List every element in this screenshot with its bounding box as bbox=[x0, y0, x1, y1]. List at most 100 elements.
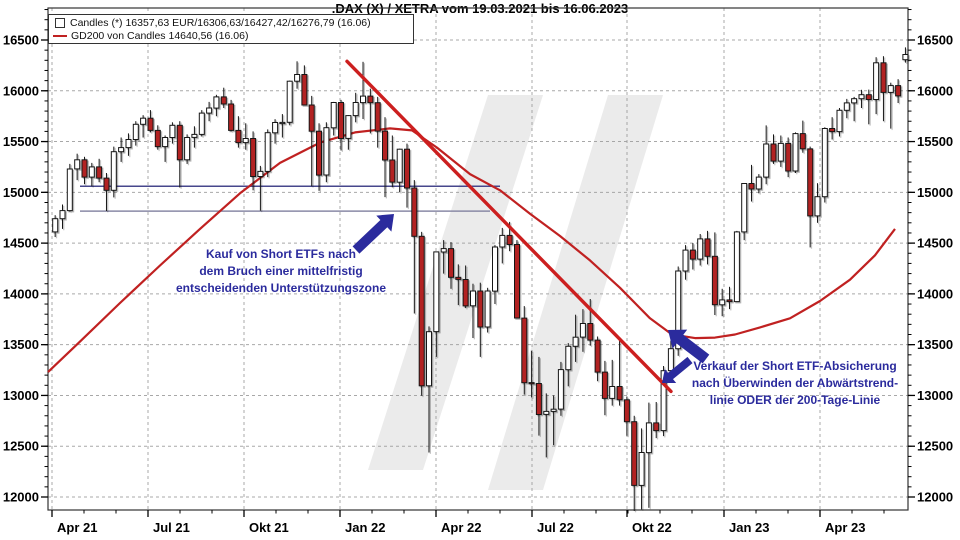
candle-down bbox=[594, 339, 601, 373]
candle-up bbox=[191, 133, 198, 138]
candle-down bbox=[220, 96, 227, 105]
candle-up bbox=[323, 127, 330, 176]
candle-down bbox=[477, 290, 484, 328]
candle-up bbox=[264, 132, 271, 172]
candle-down bbox=[623, 399, 630, 423]
y-axis-label-right: 14500 bbox=[917, 236, 953, 251]
downtrend-line bbox=[345, 59, 673, 394]
candle-up bbox=[843, 102, 850, 111]
y-axis-label-right: 16500 bbox=[917, 33, 953, 48]
candle-down bbox=[880, 62, 887, 93]
candle-down bbox=[367, 95, 374, 104]
x-axis-label: Jul 22 bbox=[537, 520, 574, 535]
candle-up bbox=[484, 290, 491, 328]
candles-swatch-icon bbox=[55, 17, 65, 28]
candle-up bbox=[74, 159, 81, 170]
candle-up bbox=[213, 96, 220, 109]
candle-up bbox=[851, 98, 858, 104]
candle-up bbox=[184, 137, 191, 161]
candle-up bbox=[777, 142, 784, 162]
candle-down bbox=[587, 323, 594, 341]
annotation-line: dem Bruch einer mittelfristig bbox=[199, 264, 363, 278]
candle-up bbox=[741, 183, 748, 233]
legend-row-candles: Candles (*) 16357,63 EUR/16306,63/16427,… bbox=[53, 16, 409, 29]
candle-down bbox=[228, 103, 235, 131]
candle-down bbox=[81, 159, 88, 178]
candle-down bbox=[154, 129, 161, 148]
y-axis-label-right: 15000 bbox=[917, 185, 953, 200]
candle-up bbox=[66, 168, 73, 212]
candle-up bbox=[550, 408, 557, 412]
candle-down bbox=[514, 244, 520, 319]
candle-up bbox=[579, 323, 586, 338]
candle-up bbox=[887, 85, 894, 93]
legend-box: Candles (*) 16357,63 EUR/16306,63/16427,… bbox=[48, 14, 414, 44]
candle-down bbox=[616, 386, 623, 401]
candle-down bbox=[689, 249, 696, 260]
candle-down bbox=[455, 276, 462, 280]
annotation-arrow-icon bbox=[352, 214, 394, 254]
y-axis-label-left: 13000 bbox=[3, 388, 39, 403]
candle-down bbox=[411, 187, 418, 237]
candle-up bbox=[492, 246, 498, 292]
legend-gd200-label: GD200 von Candles 14640,56 (16.06) bbox=[71, 29, 249, 42]
candle-down bbox=[147, 117, 154, 131]
gd200-line bbox=[47, 127, 896, 373]
y-axis-label-left: 15500 bbox=[3, 134, 39, 149]
candle-up bbox=[499, 234, 506, 248]
candle-up bbox=[792, 133, 799, 172]
x-axis-label: Okt 22 bbox=[632, 520, 672, 535]
candle-down bbox=[96, 166, 103, 179]
annotation-line: Kauf von Short ETFs nach bbox=[205, 247, 356, 261]
annotation-line: nach Überwinden der Abwärtstrend- bbox=[691, 376, 899, 390]
plot-frame bbox=[47, 7, 909, 511]
candle-up bbox=[59, 210, 66, 220]
candle-up bbox=[118, 147, 125, 153]
candle-down bbox=[316, 130, 322, 176]
y-axis-label-right: 14000 bbox=[917, 286, 953, 301]
candle-down bbox=[374, 102, 381, 132]
x-axis-label: Okt 21 bbox=[249, 520, 289, 535]
candle-down bbox=[103, 177, 110, 191]
gd200-line-icon bbox=[53, 34, 67, 37]
y-axis-label-left: 16000 bbox=[3, 83, 39, 98]
candles-group bbox=[52, 47, 909, 511]
y-axis-label-right: 15500 bbox=[917, 134, 953, 149]
candle-up bbox=[470, 290, 476, 307]
candle-down bbox=[770, 143, 777, 162]
y-axis-label-left: 15000 bbox=[3, 185, 39, 200]
y-axis-label-right: 12000 bbox=[917, 490, 953, 505]
candle-up bbox=[294, 74, 301, 82]
candle-up bbox=[162, 137, 169, 148]
candle-up bbox=[873, 62, 880, 100]
candle-down bbox=[308, 104, 315, 132]
candle-down bbox=[521, 317, 528, 384]
candle-down bbox=[235, 129, 242, 144]
y-axis-label-left: 14500 bbox=[3, 236, 39, 251]
candle-down bbox=[176, 124, 183, 161]
candle-up bbox=[763, 143, 770, 178]
candle-up bbox=[242, 138, 249, 144]
candle-down bbox=[250, 138, 257, 177]
x-axis-label: Jul 21 bbox=[153, 520, 190, 535]
y-axis-label-right: 13000 bbox=[917, 388, 953, 403]
candle-down bbox=[418, 235, 425, 387]
annotation-sell-short-etf: Verkauf der Short ETF-Absicherung nach Üb… bbox=[692, 358, 898, 409]
candle-up bbox=[638, 452, 645, 486]
candle-up bbox=[360, 95, 366, 104]
y-axis-label-right: 13500 bbox=[917, 337, 953, 352]
candle-down bbox=[301, 74, 308, 106]
candle-up bbox=[169, 124, 176, 139]
candle-up bbox=[140, 117, 147, 125]
candle-down bbox=[799, 133, 806, 150]
candle-up bbox=[755, 176, 762, 190]
legend-candles-label: Candles (*) 16357,63 EUR/16306,63/16427,… bbox=[70, 16, 371, 29]
annotation-line: linie ODER der 200-Tage-Linie bbox=[709, 393, 881, 407]
annotation-line: Verkauf der Short ETF-Absicherung bbox=[693, 359, 897, 373]
candle-down bbox=[653, 422, 660, 432]
candle-up bbox=[206, 107, 213, 114]
candle-up bbox=[645, 422, 652, 454]
x-axis-label: Apr 21 bbox=[57, 520, 97, 535]
candle-down bbox=[389, 159, 396, 183]
y-axis-label-left: 12500 bbox=[3, 439, 39, 454]
